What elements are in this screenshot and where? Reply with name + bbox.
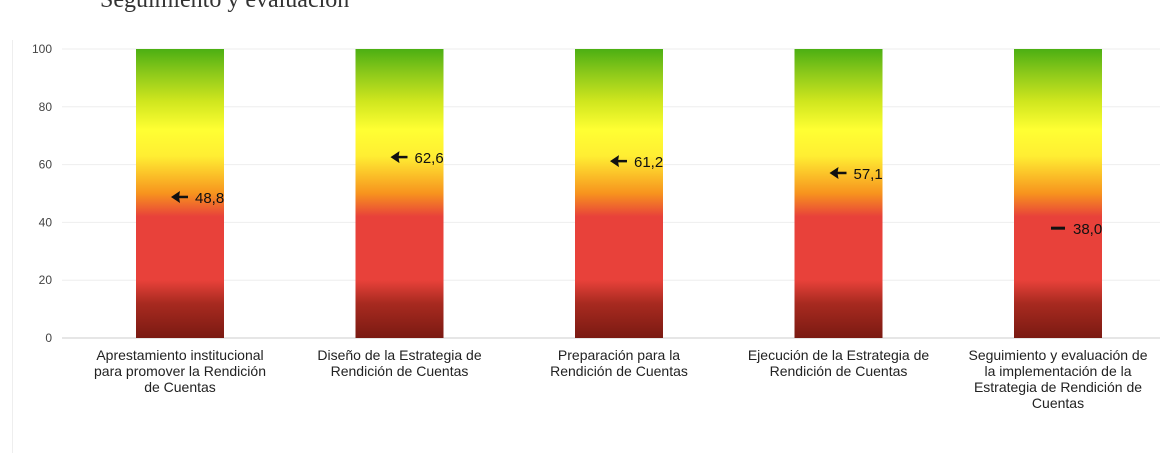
arrow-marker (390, 151, 408, 164)
category-label: Preparación para la Rendición de Cuentas (550, 347, 688, 379)
left-divider (12, 40, 13, 453)
category-label: Aprestamiento institucional para promover… (94, 347, 266, 395)
value-label: 62,6 (415, 150, 444, 167)
category-label: Diseño de la Estrategia de Rendición de C… (317, 347, 481, 379)
category-label-line: Preparación para la (558, 347, 680, 363)
page-title: Seguimiento y evaluación (100, 0, 350, 13)
arrow-marker (171, 190, 188, 203)
category-label-line: Ejecución de la Estrategia de (748, 347, 930, 363)
category-label-line: Aprestamiento institucional (96, 347, 263, 363)
category-label-line: Estrategia de Rendición de (974, 379, 1142, 395)
value-labels: 48,8 62,6 61,2 57,1 38,0 (195, 150, 1102, 238)
bar (1014, 49, 1102, 338)
arrow-marker (829, 166, 847, 179)
category-label-line: de Cuentas (144, 379, 216, 395)
category-label-line: Rendición de Cuentas (770, 363, 908, 379)
value-label: 61,2 (634, 154, 663, 171)
y-axis-ticks: 0 20 40 60 80 100 (32, 42, 52, 345)
y-tick-label: 40 (39, 215, 53, 229)
category-label-line: Rendición de Cuentas (550, 363, 688, 379)
category-label-line: Seguimiento y evaluación de (968, 347, 1147, 363)
x-axis-categories: Aprestamiento institucional para promover… (94, 347, 1148, 411)
value-label: 57,1 (854, 166, 883, 183)
category-label: Ejecución de la Estrategia de Rendición d… (748, 347, 930, 379)
y-tick-label: 20 (39, 273, 53, 287)
bar (794, 49, 883, 338)
value-label: 38,0 (1073, 221, 1102, 238)
category-label-line: Cuentas (1032, 395, 1084, 411)
arrow-marker (610, 155, 627, 168)
y-tick-label: 80 (39, 100, 53, 114)
bars (136, 49, 1102, 338)
category-label-line: Rendición de Cuentas (331, 363, 469, 379)
y-tick-label: 60 (39, 158, 53, 172)
category-label-line: la implementación de la (984, 363, 1131, 379)
bar (355, 49, 444, 338)
value-label: 48,8 (195, 190, 224, 207)
y-tick-label: 100 (32, 42, 52, 56)
category-label-line: Diseño de la Estrategia de (317, 347, 481, 363)
y-tick-label: 0 (45, 331, 52, 345)
value-markers (171, 151, 1065, 230)
bar (136, 49, 224, 338)
bar (575, 49, 663, 338)
category-label: Seguimiento y evaluación de la implementa… (968, 347, 1147, 411)
category-label-line: para promover la Rendición (94, 363, 266, 379)
